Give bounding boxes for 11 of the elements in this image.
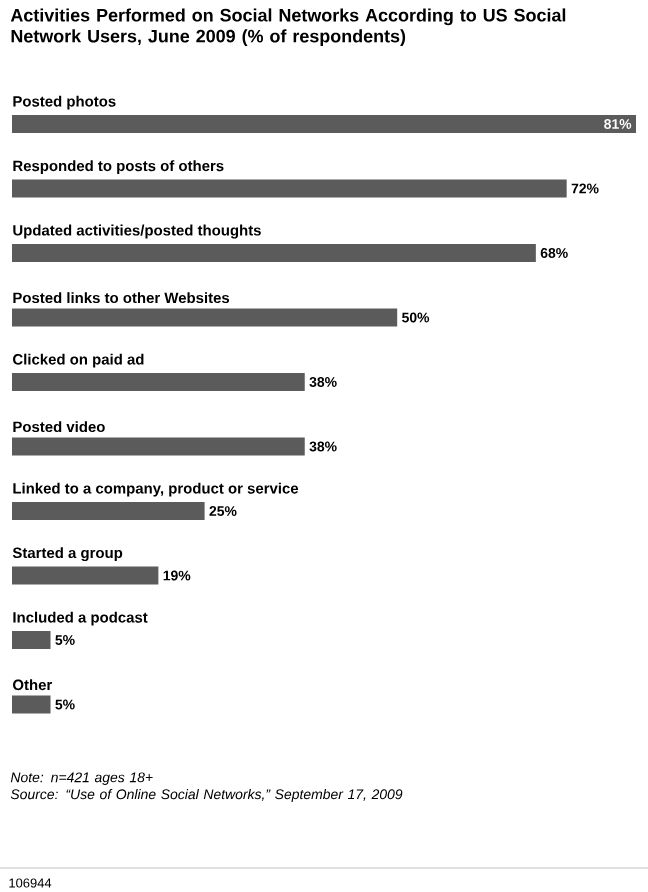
bar xyxy=(12,179,567,198)
bar xyxy=(12,566,159,585)
chart-title: Activities Performed on Social Networks According to US Social Network Users, June 2009 (% of respondents) xyxy=(10,8,566,47)
bar xyxy=(12,631,51,650)
bar xyxy=(12,437,305,456)
bar xyxy=(12,502,205,521)
bar xyxy=(12,695,51,714)
bar xyxy=(12,373,305,391)
bar xyxy=(12,308,398,327)
bar xyxy=(12,243,536,262)
bar xyxy=(12,114,637,133)
